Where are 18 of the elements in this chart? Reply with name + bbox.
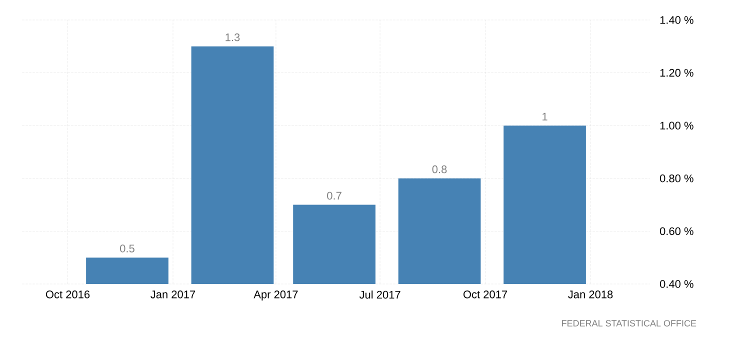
data-label: 1.3 [226,33,240,42]
data-label: 0.7 [327,192,342,200]
data-label: 0.8 [432,165,447,174]
x-tick-label: Jul 2017 [359,290,400,299]
data-label: 0.5 [120,244,134,252]
x-tick-label: Jan 2018 [568,290,613,298]
x-tick-label: Jan 2017 [150,290,196,298]
text: FEDERAL STATISTICAL OFFICE [562,320,696,326]
y-tick-label: 0.40 % [660,280,694,288]
y-tick-label: 1.20 % [660,68,694,77]
x-tick-label: Oct 2017 [463,290,508,298]
y-tick-label: 0.60 % [660,227,694,236]
data-label: 1 [542,112,548,120]
x-tick-label: Apr 2017 [254,290,298,300]
y-tick-label: 1.00 % [660,122,694,130]
y-tick-label: 0.80 % [660,174,694,182]
y-tick-label: 1.40 % [660,16,694,24]
x-tick-label: Oct 2016 [46,290,90,298]
